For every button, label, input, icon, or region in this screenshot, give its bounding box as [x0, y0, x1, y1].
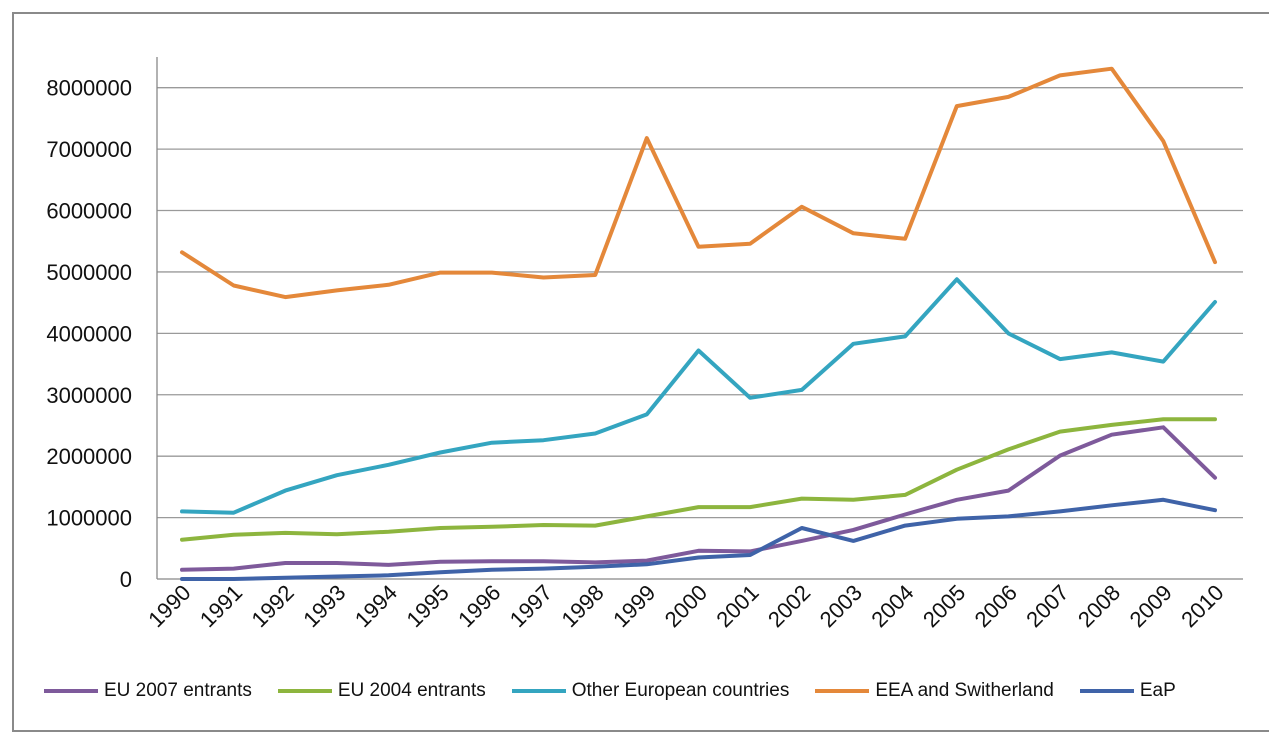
y-tick-label: 3000000: [46, 383, 132, 408]
x-tick-label: 2007: [1021, 580, 1073, 632]
y-tick-label: 1000000: [46, 506, 132, 531]
x-tick-label: 1998: [556, 580, 608, 632]
series-line: [180, 425, 1217, 572]
x-tick-label: 2003: [815, 580, 867, 632]
x-tick-label: 2002: [763, 580, 815, 632]
legend-label: EU 2004 entrants: [337, 680, 486, 701]
legend-label: EaP: [1139, 680, 1176, 701]
y-tick-label: 6000000: [46, 199, 132, 224]
series-line: [180, 277, 1217, 515]
x-tick-label: 1994: [350, 580, 402, 632]
legend-swatch: [44, 689, 98, 693]
x-tick-label: 1996: [453, 580, 505, 632]
legend-item: EU 2004 entrants: [277, 676, 486, 706]
legend-label: EEA and Switherland: [875, 680, 1054, 701]
y-tick-label: 8000000: [46, 76, 132, 101]
y-axis: 0 1000000 2000000 3000000 4000000 5000000 6000…: [46, 57, 158, 592]
legend-swatch: [815, 689, 870, 693]
legend-item: EaP: [1079, 676, 1176, 706]
x-tick-label: 1990: [143, 580, 195, 632]
y-tick-label: 0: [120, 567, 132, 592]
legend-swatch: [277, 689, 332, 693]
series-line: [180, 497, 1217, 581]
x-tick-label: 2001: [711, 580, 763, 632]
x-tick-label: 1993: [298, 580, 350, 632]
series-line: [180, 417, 1217, 542]
x-tick-label: 2005: [918, 580, 970, 632]
x-tick-label: 2000: [660, 580, 712, 632]
legend-swatch: [1079, 689, 1134, 693]
x-tick-label: 1997: [505, 580, 557, 632]
x-tick-label: 2008: [1073, 580, 1125, 632]
legend-item: Other European countries: [511, 676, 790, 706]
y-tick-label: 7000000: [46, 137, 132, 162]
x-tick-label: 2010: [1176, 580, 1228, 632]
y-tick-label: 4000000: [46, 321, 132, 346]
legend: EU 2007 entrants EU 2004 entrants Other Eu…: [44, 676, 1202, 706]
x-tick-label: 1999: [608, 580, 660, 632]
series-line: [180, 66, 1217, 300]
y-tick-label: 2000000: [46, 444, 132, 469]
series-lines: [180, 66, 1217, 581]
legend-label: EU 2007 entrants: [104, 680, 252, 701]
x-axis: 1990 1991 1992 1993 1994 1995 1996 1997 1998 1999…: [143, 578, 1243, 632]
legend-item: EU 2007 entrants: [44, 676, 252, 706]
x-tick-label: 1992: [247, 580, 299, 632]
x-tick-label: 2006: [970, 580, 1022, 632]
legend-swatch: [511, 689, 566, 693]
x-tick-label: 1991: [195, 580, 247, 632]
x-tick-label: 1995: [401, 580, 453, 632]
legend-label: Other European countries: [571, 680, 790, 701]
y-tick-label: 5000000: [46, 260, 132, 285]
x-tick-label: 2004: [866, 580, 918, 632]
x-tick-label: 2009: [1125, 580, 1177, 632]
legend-item: EEA and Switherland: [815, 676, 1054, 706]
gridlines: [157, 87, 1243, 519]
